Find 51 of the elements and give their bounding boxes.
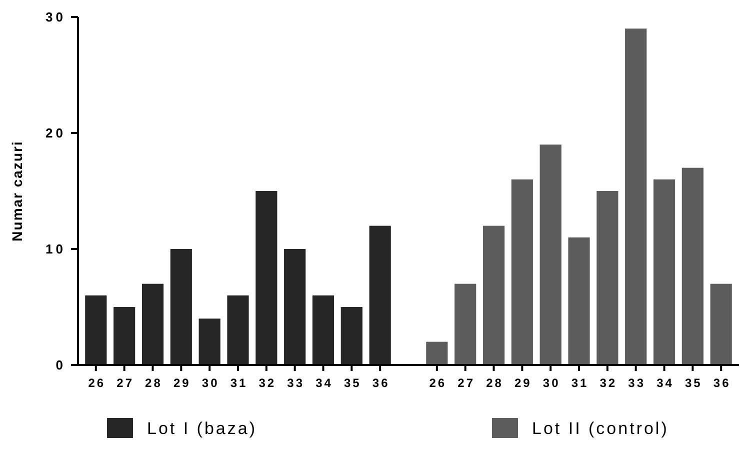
x-tick-label: 27 [116, 376, 134, 390]
x-tick-label: 28 [145, 376, 162, 390]
legend-label: Lot II (control) [532, 418, 669, 438]
bar [85, 295, 107, 365]
x-tick-label: 34 [656, 376, 674, 390]
y-axis-title: Numar cazuri [9, 140, 25, 242]
bar [170, 249, 192, 365]
bar [625, 28, 647, 365]
x-tick-label: 33 [287, 376, 305, 390]
x-tick-label: 29 [514, 376, 532, 390]
bar [540, 144, 562, 365]
y-tick-label: 10 [46, 242, 66, 257]
x-tick-label: 35 [685, 376, 702, 390]
bar [312, 295, 334, 365]
y-tick-label: 20 [46, 126, 66, 141]
bar [142, 284, 164, 365]
bar [653, 179, 676, 365]
bar [682, 168, 704, 365]
bar [256, 191, 278, 365]
x-tick-label: 26 [429, 376, 447, 390]
x-tick-label: 33 [628, 376, 646, 390]
x-tick-label: 35 [344, 376, 362, 390]
x-tick-label: 31 [571, 376, 589, 390]
x-tick-label: 29 [173, 376, 191, 390]
x-tick-label: 34 [316, 376, 333, 390]
x-tick-label: 32 [258, 376, 276, 390]
y-tick-label: 0 [56, 358, 66, 373]
x-tick-label: 27 [458, 376, 476, 390]
x-tick-label: 30 [542, 376, 560, 390]
bar [454, 284, 476, 365]
bar [114, 307, 136, 365]
bar [198, 318, 220, 365]
bar [482, 226, 505, 365]
bar [596, 191, 618, 365]
x-tick-label: 26 [88, 376, 106, 390]
bar [227, 295, 249, 365]
bar [284, 249, 306, 365]
x-tick-label: 31 [230, 376, 248, 390]
bar [710, 284, 732, 365]
bar [568, 237, 590, 365]
bar [511, 179, 533, 365]
bar [340, 307, 362, 365]
x-tick-label: 30 [202, 376, 220, 390]
x-tick-label: 36 [713, 376, 731, 390]
legend-label: Lot I (baza) [147, 418, 257, 438]
x-tick-label: 32 [600, 376, 618, 390]
y-tick-label: 30 [46, 10, 66, 25]
x-tick-label: 28 [486, 376, 504, 390]
bar [369, 226, 391, 365]
x-tick-label: 36 [372, 376, 390, 390]
bar [426, 342, 448, 365]
